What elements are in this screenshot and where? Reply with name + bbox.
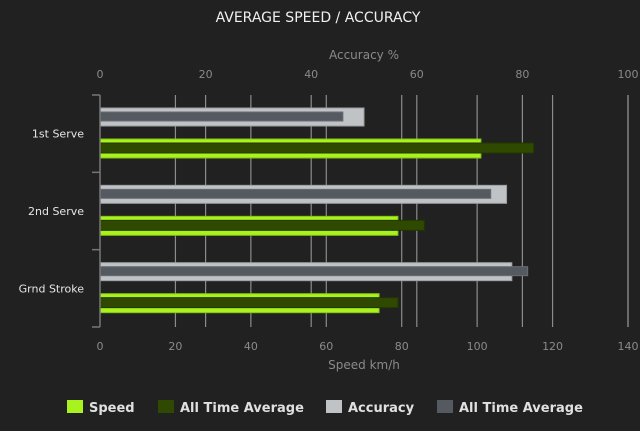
bottom-tick-label: 40 <box>244 340 258 353</box>
category-label: Grnd Stroke <box>19 282 85 295</box>
accuracy-average-bar <box>99 188 492 199</box>
bottom-tick-label: 140 <box>618 340 639 353</box>
legend-swatch <box>67 400 83 413</box>
legend-label: All Time Average <box>180 401 304 416</box>
top-tick-label: 20 <box>199 68 213 81</box>
accuracy-average-bar <box>99 266 529 277</box>
legend-swatch <box>158 400 174 413</box>
top-tick-label: 0 <box>97 68 104 81</box>
speed-average-bar <box>99 142 535 154</box>
legend-swatch <box>437 400 453 413</box>
speed-average-bar <box>99 219 425 231</box>
legend: Speed All Time Average Accuracy All Time Av… <box>67 400 583 416</box>
legend-label: Accuracy <box>348 401 415 416</box>
top-tick-label: 80 <box>515 68 529 81</box>
top-tick-label: 60 <box>410 68 424 81</box>
speed-average-bar <box>99 297 399 309</box>
legend-swatch <box>326 400 342 413</box>
legend-label: Speed <box>89 401 135 416</box>
category-label: 2nd Serve <box>28 205 84 218</box>
chart-title: AVERAGE SPEED / ACCURACY <box>216 10 421 26</box>
accuracy-average-bar <box>99 111 344 122</box>
category-label: 1st Serve <box>32 128 84 141</box>
bottom-tick-label: 20 <box>168 340 182 353</box>
bottom-tick-label: 80 <box>395 340 409 353</box>
bottom-tick-label: 120 <box>542 340 563 353</box>
top-tick-label: 40 <box>304 68 318 81</box>
top-axis-label: Accuracy % <box>329 48 399 62</box>
bottom-axis-label: Speed km/h <box>328 358 400 372</box>
top-tick-label: 100 <box>618 68 639 81</box>
bottom-tick-label: 60 <box>319 340 333 353</box>
legend-label: All Time Average <box>459 401 583 416</box>
bottom-tick-label: 0 <box>97 340 104 353</box>
bottom-tick-label: 100 <box>467 340 488 353</box>
